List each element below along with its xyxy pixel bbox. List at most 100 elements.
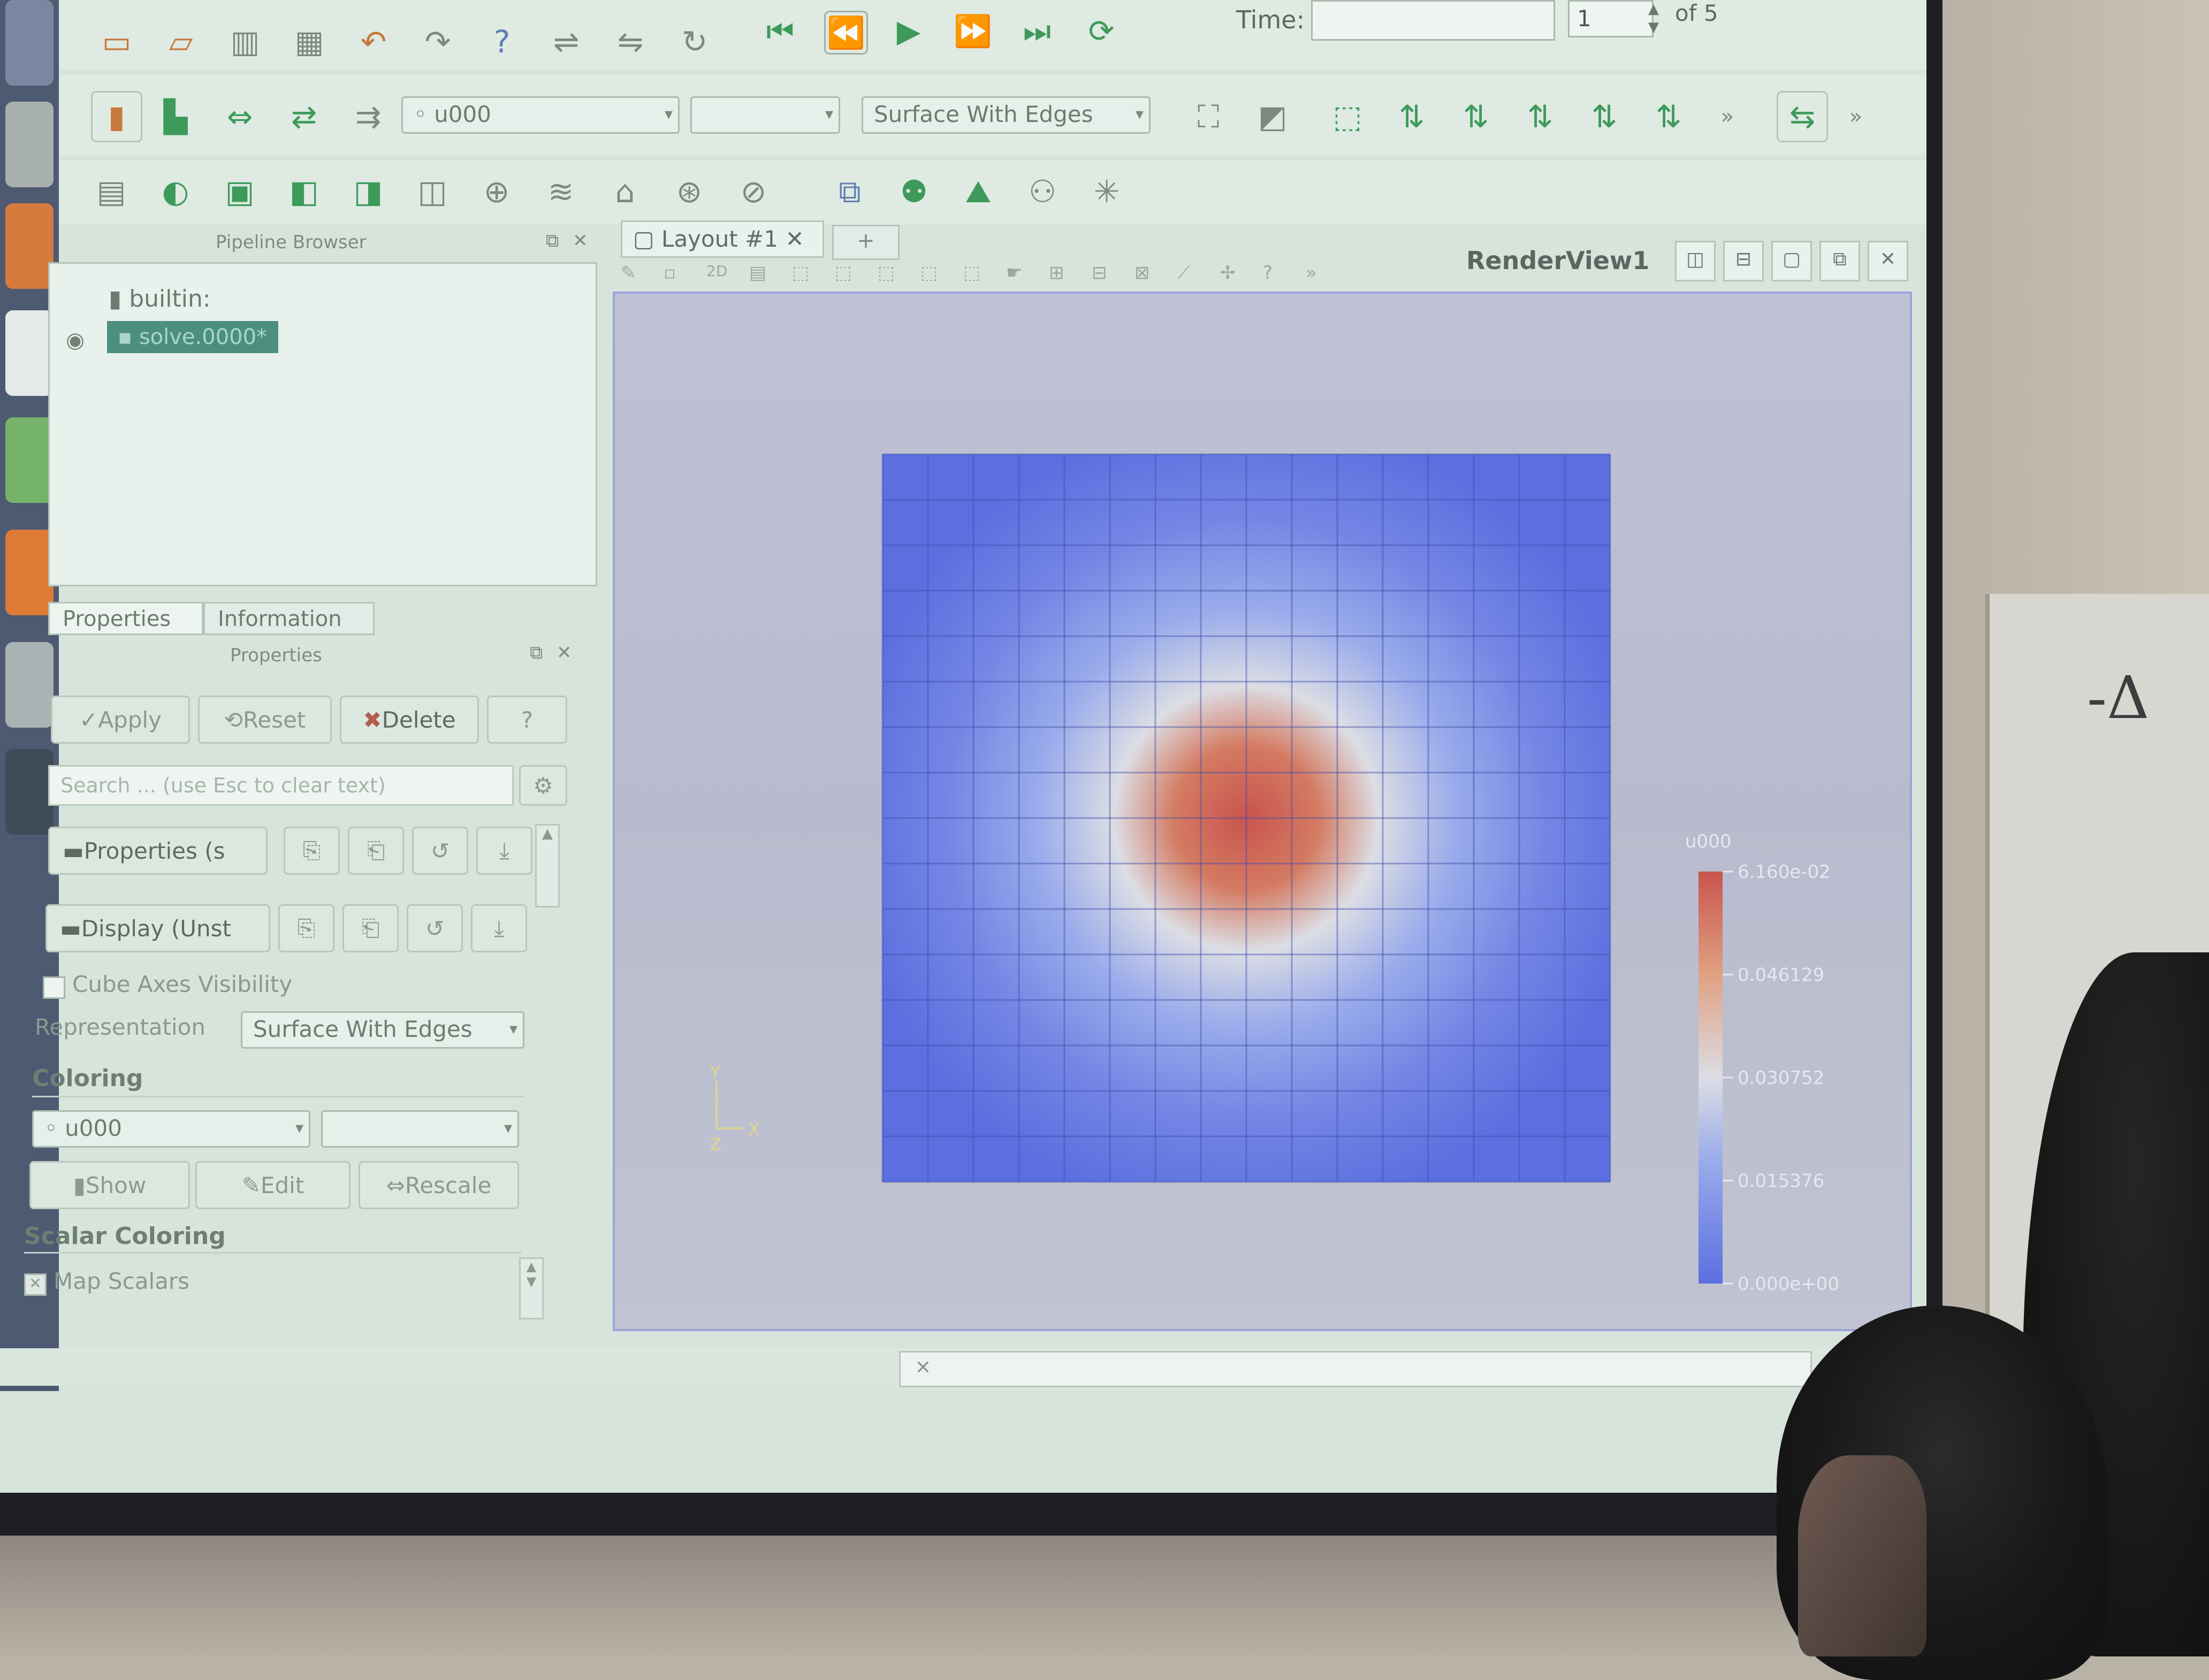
extract-level-icon[interactable]: ⊘	[740, 173, 767, 210]
stream-tracer-icon[interactable]: ≋	[547, 173, 574, 210]
glyph-icon[interactable]: ⊕	[483, 173, 510, 210]
split-horizontal-icon[interactable]: ◫	[1675, 241, 1716, 281]
view-minus-x-icon[interactable]: ⇅	[1462, 98, 1489, 135]
save-defaults-icon[interactable]: ⤓	[476, 827, 532, 875]
grow-selection-icon[interactable]: ⊞	[1049, 262, 1064, 284]
properties-search-input[interactable]: Search ... (use Esc to clear text)	[48, 765, 514, 806]
frame-index-input[interactable]: 1	[1568, 0, 1654, 37]
representation-dropdown[interactable]: Surface With Edges ▾	[241, 1011, 524, 1049]
threshold-icon[interactable]: ◨	[353, 173, 383, 210]
rescale-range-icon[interactable]: ⇔	[226, 98, 253, 135]
rescale-custom-icon[interactable]: ⇄	[291, 98, 317, 135]
panel-float-icon[interactable]: ⧉	[530, 642, 543, 663]
undo-icon[interactable]: ↶	[360, 24, 387, 60]
clip-icon[interactable]: ▣	[225, 173, 255, 210]
zoom-to-data-icon[interactable]: ◩	[1258, 98, 1288, 135]
clear-selection-icon[interactable]: ⊠	[1134, 262, 1150, 284]
close-view-icon[interactable]: ✕	[1868, 241, 1908, 281]
view-plus-z-icon[interactable]: ⇅	[1655, 98, 1682, 135]
split-vertical-icon[interactable]: ⊟	[1723, 241, 1764, 281]
reset-view-icon[interactable]: ✎	[621, 262, 636, 284]
pipeline-item-solve[interactable]: ▪ solve.0000*	[107, 321, 278, 353]
add-layout-tab-button[interactable]: +	[832, 225, 900, 260]
select-frustum-icon[interactable]: ⬚	[878, 262, 895, 284]
view-plus-y-icon[interactable]: ⇅	[1527, 98, 1553, 135]
loop-icon[interactable]: ⟳	[1088, 13, 1115, 49]
close-tab-icon[interactable]: ✕	[785, 226, 804, 252]
dock-settings-icon[interactable]	[5, 642, 54, 728]
view-plus-x-icon[interactable]: ⇅	[1398, 98, 1425, 135]
apply-button[interactable]: ✓ Apply	[51, 696, 190, 744]
select-points-icon[interactable]: ⬚	[835, 262, 852, 284]
rescale-button[interactable]: ⇔ Rescale	[359, 1161, 519, 1209]
ruler-icon[interactable]: ⟋	[1177, 262, 1190, 284]
camera-link-icon[interactable]: ⇆	[1777, 91, 1828, 142]
next-frame-icon[interactable]: ⏩	[953, 12, 993, 49]
pick-icon[interactable]: ✢	[1220, 262, 1236, 284]
more-toolbar-button[interactable]: »	[1720, 104, 1734, 129]
color-legend[interactable]: u000 6.160e-02 0.046129 0.030752 0.015376 0.…	[1685, 831, 1839, 1295]
toggle-colorbar-icon[interactable]: ▮	[91, 91, 142, 142]
dock-calc-icon[interactable]	[5, 417, 54, 503]
python-shell-icon[interactable]: ⛰	[965, 173, 992, 210]
panel-float-icon[interactable]: ⧉	[546, 230, 559, 251]
slice-icon[interactable]: ◧	[289, 173, 319, 210]
abort-icon[interactable]: ✕	[915, 1357, 932, 1379]
tab-layout-1[interactable]: ▢ Layout #1 ✕	[621, 220, 824, 258]
time-input[interactable]	[1311, 0, 1555, 41]
open-folder-icon[interactable]: ▱	[169, 24, 193, 60]
view-minus-y-icon[interactable]: ⇅	[1591, 98, 1618, 135]
hover-points-icon[interactable]: ☛	[1006, 262, 1023, 284]
query-icon[interactable]: ?	[1263, 262, 1273, 284]
visibility-eye-icon[interactable]: ◉	[66, 328, 85, 353]
save-display-icon[interactable]: ⤓	[471, 904, 527, 952]
delete-button[interactable]: ✖ Delete	[340, 696, 479, 744]
dock-impress-icon[interactable]	[5, 530, 54, 615]
calculator-icon[interactable]: ▤	[96, 173, 126, 210]
shrink-selection-icon[interactable]: ⊟	[1092, 262, 1107, 284]
show-colorbar-button[interactable]: ▮ Show	[29, 1161, 190, 1209]
redo-icon[interactable]: ↷	[424, 24, 451, 60]
pipeline-item-builtin[interactable]: ▮ builtin:	[109, 285, 211, 312]
color-legend-icon[interactable]: ▙	[163, 98, 188, 135]
camera-icon[interactable]: ▫	[664, 262, 676, 284]
edit-colormap-button[interactable]: ✎ Edit	[195, 1161, 351, 1209]
contour-icon[interactable]: ◐	[162, 173, 189, 210]
reset-defaults-icon[interactable]: ↺	[412, 827, 468, 875]
properties-group-header[interactable]: ▬ Properties (s	[48, 827, 268, 875]
panel-close-icon[interactable]: ✕	[573, 230, 588, 251]
undock-view-icon[interactable]: ⧉	[1819, 241, 1860, 281]
tab-information[interactable]: Information	[203, 602, 375, 635]
dock-firefox-icon[interactable]	[5, 203, 54, 289]
extract-subset-icon[interactable]: ◫	[417, 173, 447, 210]
copy-properties-icon[interactable]: ⎘	[284, 827, 340, 875]
connect-icon[interactable]: ⇌	[553, 24, 580, 60]
paste-properties-icon[interactable]: ⎗	[348, 827, 404, 875]
select-cells-icon[interactable]: ⬚	[792, 262, 810, 284]
paste-display-icon[interactable]: ⎗	[342, 904, 399, 952]
save-state-icon[interactable]: ▦	[294, 24, 324, 60]
mode-2d-toggle[interactable]: 2D	[706, 262, 728, 280]
first-frame-icon[interactable]: ⏮	[766, 12, 795, 49]
split-view-icon[interactable]: ⧉	[839, 173, 861, 210]
zoom-to-box-icon[interactable]: ⬚	[1332, 98, 1362, 135]
lower-scrollbar[interactable]: ▲ ▼	[519, 1257, 544, 1319]
previous-frame-icon[interactable]: ⏪	[824, 11, 868, 55]
more-view-tools-button[interactable]: »	[1306, 262, 1317, 284]
frame-spin-arrows-icon[interactable]: ▲ ▼	[1648, 1, 1659, 35]
open-file-icon[interactable]: ▭	[102, 24, 132, 60]
dock-terminal-icon[interactable]	[5, 749, 54, 835]
render-view[interactable]: Y Z X u000 6.160e-02 0.046129 0.030752 0.01…	[613, 292, 1912, 1331]
interactive-select-icon[interactable]: ⬚	[963, 262, 981, 284]
copy-display-icon[interactable]: ⎘	[278, 904, 334, 952]
capture-icon[interactable]: ▤	[749, 262, 767, 284]
properties-scrollbar[interactable]: ▲	[535, 824, 560, 907]
panel-close-icon[interactable]: ✕	[557, 642, 572, 663]
disconnect-icon[interactable]: ⇋	[617, 24, 644, 60]
last-frame-icon[interactable]: ⏭	[1023, 12, 1052, 49]
coloring-variable-dropdown[interactable]: ◦ u000 ▾	[32, 1110, 310, 1148]
dock-files-icon[interactable]	[5, 102, 54, 187]
representation-select[interactable]: Surface With Edges ▾	[862, 96, 1151, 134]
reset-display-icon[interactable]: ↺	[407, 904, 463, 952]
map-scalars-checkbox[interactable]: ✕	[24, 1273, 47, 1296]
